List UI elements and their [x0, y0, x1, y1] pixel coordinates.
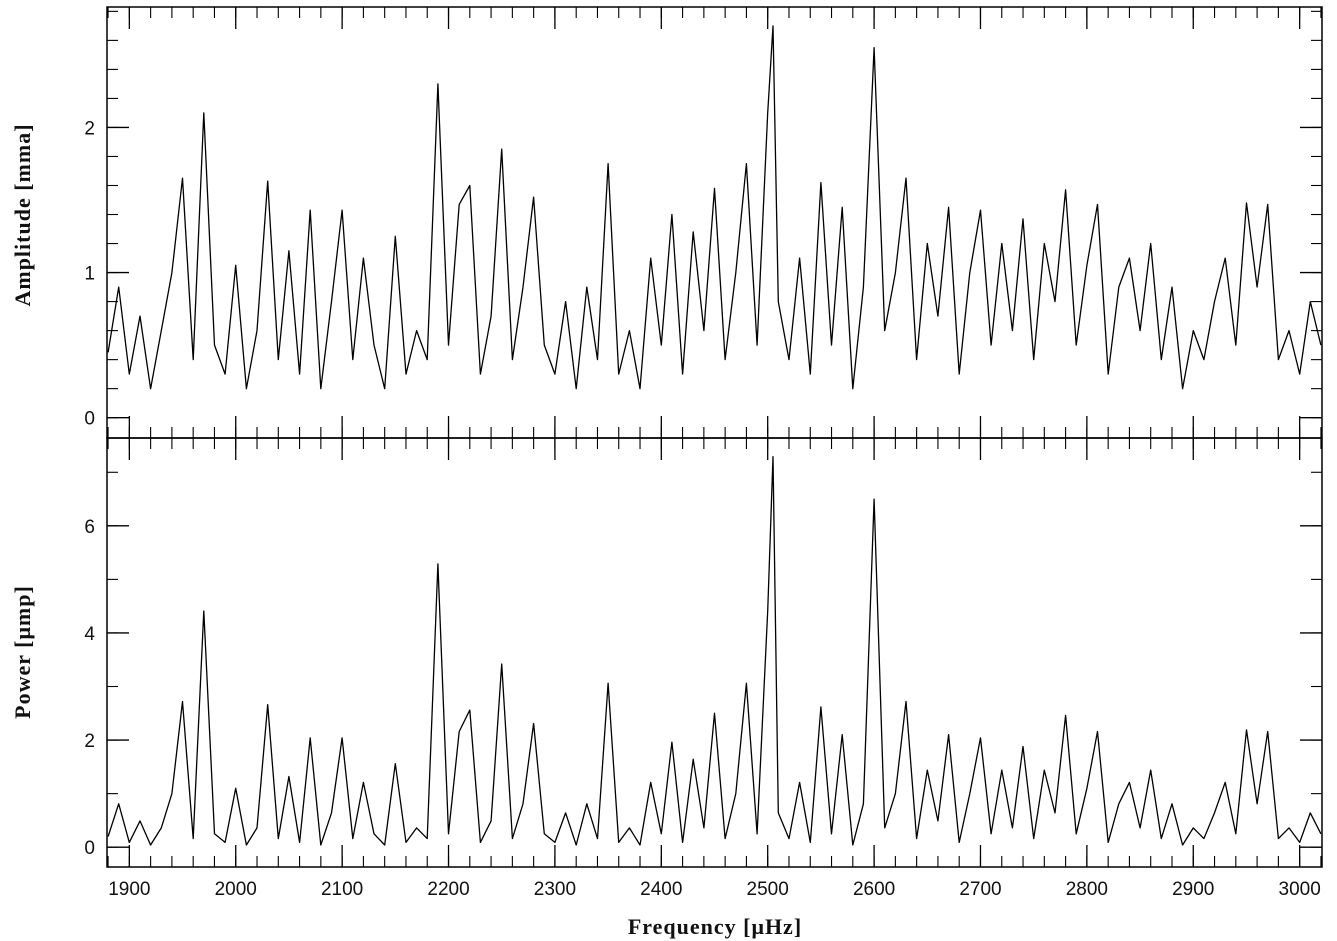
y-tick-label: 2 — [84, 118, 95, 139]
x-tick-label: 2900 — [1172, 879, 1214, 900]
plot-frame — [106, 6, 1323, 439]
x-axis-label: Frequency [μHz] — [628, 914, 802, 939]
x-tick-label: 2800 — [1066, 879, 1108, 900]
y-tick-label: 4 — [84, 624, 95, 645]
x-tick-label: 2100 — [321, 879, 363, 900]
x-tick-label: 2400 — [640, 879, 682, 900]
y-tick-label: 1 — [84, 264, 95, 285]
spectrum-line — [107, 25, 1322, 390]
y-tick-label: 0 — [84, 409, 95, 430]
y-tick-label: 0 — [84, 838, 95, 859]
x-tick-label: 2600 — [853, 879, 895, 900]
x-tick-label: 2000 — [215, 879, 257, 900]
x-tick-label: 2500 — [747, 879, 789, 900]
spectrum-line — [107, 456, 1322, 846]
x-tick-label: 2700 — [959, 879, 1001, 900]
y-axis-label: Amplitude [mma] — [10, 123, 35, 306]
y-tick-label: 2 — [84, 731, 95, 752]
x-tick-label: 1900 — [108, 879, 150, 900]
plot-frame — [106, 437, 1323, 868]
x-tick-label: 2200 — [427, 879, 469, 900]
x-tick-label: 3000 — [1279, 879, 1321, 900]
y-tick-label: 6 — [84, 517, 95, 538]
y-axis-label: Power [μmp] — [10, 585, 35, 719]
x-tick-label: 2300 — [534, 879, 576, 900]
